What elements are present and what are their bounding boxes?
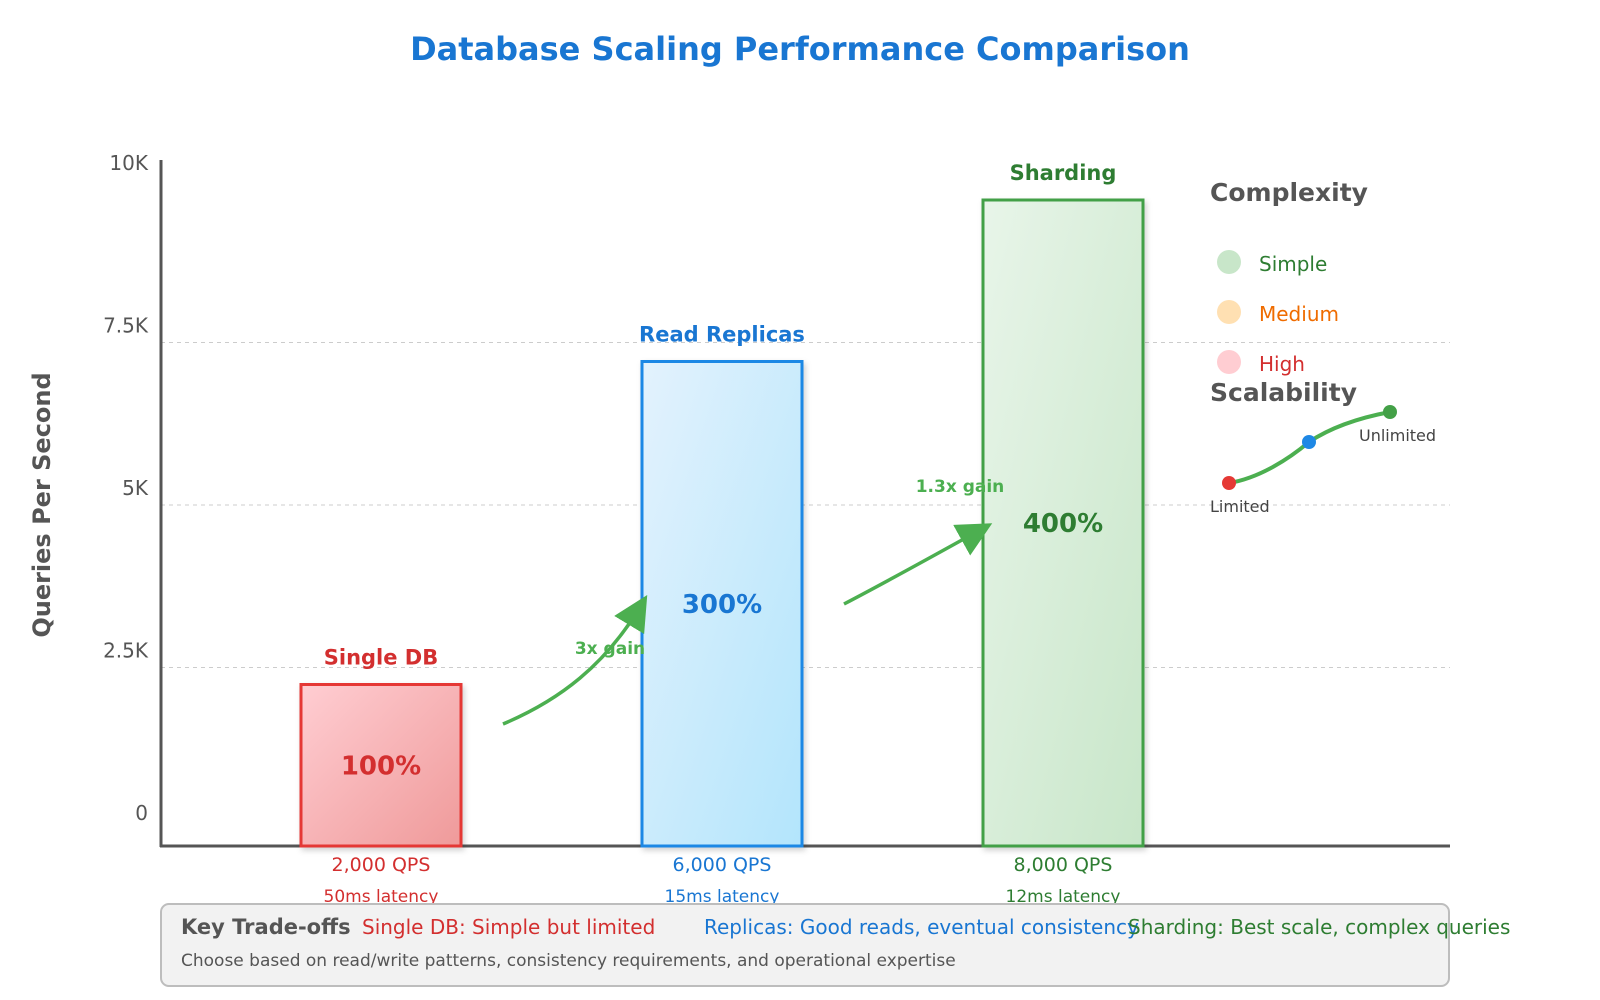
bar-name-label: Read Replicas xyxy=(639,323,805,347)
y-tick-label: 2.5K xyxy=(103,639,149,663)
tradeoff-single-db: Single DB: Simple but limited xyxy=(362,915,655,939)
gain-annotations: 3x gain 1.3x gain xyxy=(502,477,1005,726)
tradeoffs-background xyxy=(160,903,1450,987)
scalability-point-mid xyxy=(1302,435,1316,449)
y-tick-label: 7.5K xyxy=(103,314,149,338)
legend-label-high: High xyxy=(1259,352,1305,376)
legend-item-simple: Simple xyxy=(1217,250,1327,276)
bar-percent-label: 400% xyxy=(1023,509,1103,539)
bar-percent-label: 100% xyxy=(341,751,421,781)
bar-latency-label: 15ms latency xyxy=(665,887,780,907)
scalability-point-limited xyxy=(1222,476,1236,490)
gain-label: 3x gain xyxy=(575,639,645,659)
legend-dot-high xyxy=(1217,350,1241,374)
gain-label: 1.3x gain xyxy=(916,477,1005,497)
bar-qps-label: 6,000 QPS xyxy=(673,854,772,876)
tradeoffs-subtitle: Choose based on read/write patterns, con… xyxy=(181,951,956,971)
bar-name-label: Single DB xyxy=(324,646,439,670)
legend-dot-medium xyxy=(1217,300,1241,324)
y-tick-label: 10K xyxy=(109,151,148,175)
tradeoff-replicas: Replicas: Good reads, eventual consisten… xyxy=(704,915,1139,939)
legend-label-medium: Medium xyxy=(1259,302,1339,326)
legend-item-medium: Medium xyxy=(1217,300,1339,326)
scalability-label-limited: Limited xyxy=(1210,497,1270,516)
bars: Single DB 100% 2,000 QPS 50ms latency Read R… xyxy=(299,161,1145,907)
gain-arrow xyxy=(843,523,993,606)
y-tick-label: 5K xyxy=(122,476,149,500)
bar-sharding xyxy=(981,198,1145,848)
complexity-legend-title: Complexity xyxy=(1210,178,1368,207)
grid-lines xyxy=(161,342,1450,668)
legend-dot-simple xyxy=(1217,250,1241,274)
bar-name-label: Sharding xyxy=(1010,161,1117,185)
legend-item-high: High xyxy=(1217,350,1305,376)
bar-qps-label: 2,000 QPS xyxy=(332,854,431,876)
legend: Complexity Simple Medium High Scalabilit… xyxy=(1210,178,1436,516)
chart-title: Database Scaling Performance Comparison xyxy=(410,30,1190,68)
tradeoffs-box: Key Trade-offs Single DB: Simple but lim… xyxy=(160,903,1510,987)
bar-percent-label: 300% xyxy=(682,590,762,620)
scalability-label-unlimited: Unlimited xyxy=(1359,426,1436,445)
tradeoff-sharding: Sharding: Best scale, complex queries xyxy=(1128,915,1510,939)
gain-arrow xyxy=(502,595,648,726)
bar-read-replicas xyxy=(640,360,804,848)
bar-single-db xyxy=(299,683,463,848)
scalability-point-unlimited xyxy=(1383,405,1397,419)
bar-qps-label: 8,000 QPS xyxy=(1014,854,1113,876)
y-tick-label: 0 xyxy=(135,801,148,825)
tradeoffs-title: Key Trade-offs xyxy=(181,915,351,939)
y-axis-label: Queries Per Second xyxy=(28,372,56,637)
bar-latency-label: 12ms latency xyxy=(1006,887,1121,907)
scalability-legend-title: Scalability xyxy=(1210,378,1357,407)
legend-label-simple: Simple xyxy=(1259,252,1327,276)
y-axis-ticks: 0 2.5K 5K 7.5K 10K xyxy=(103,151,149,825)
bar-latency-label: 50ms latency xyxy=(324,887,439,907)
